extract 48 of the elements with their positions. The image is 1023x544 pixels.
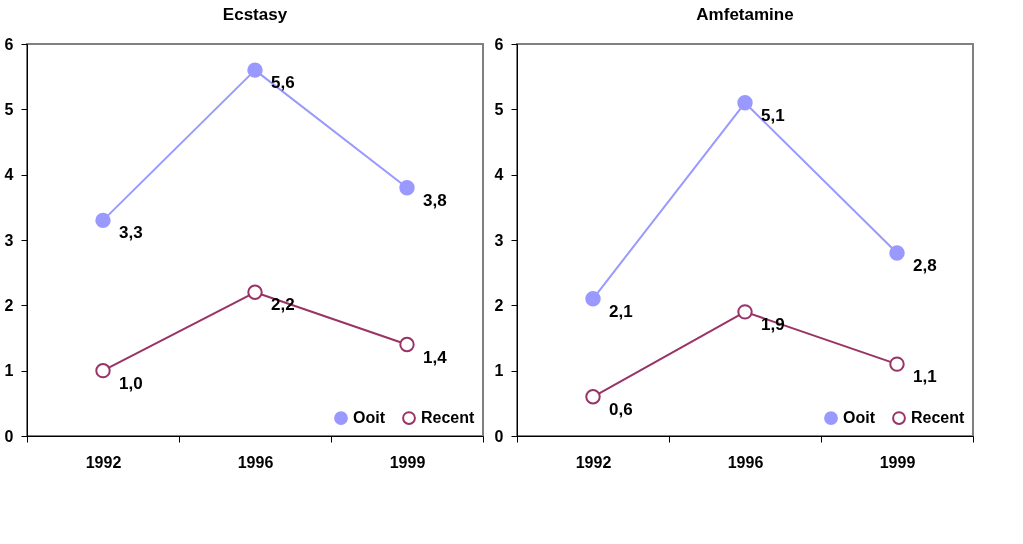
point [737, 304, 753, 320]
data-label: 5,1 [761, 105, 785, 125]
data-label: 0,6 [609, 399, 633, 419]
x-tick-label: 1999 [389, 453, 426, 471]
data-label: 1,0 [119, 373, 143, 393]
chart-title: Amfetamine [696, 5, 794, 24]
data-label: 1,4 [423, 347, 448, 367]
data-label: 2,1 [609, 301, 633, 321]
x-tick-label: 1996 [237, 453, 274, 471]
data-label: 1,1 [913, 367, 937, 387]
y-tick-label: 5 [4, 100, 14, 118]
y-tick-label: 3 [494, 231, 504, 249]
data-label: 2,8 [913, 256, 937, 276]
y-tick-label: 4 [4, 166, 14, 184]
legend-label: Ooit [843, 409, 876, 427]
legend-label: Recent [911, 409, 966, 427]
y-tick-label: 1 [494, 362, 504, 380]
x-tick-label: 1992 [85, 453, 122, 471]
point [95, 212, 111, 229]
y-tick-label: 4 [494, 166, 504, 184]
y-tick-label: 1 [4, 362, 14, 380]
x-tick-label: 1996 [727, 453, 764, 471]
point [737, 95, 753, 111]
point [399, 180, 415, 196]
point [247, 62, 263, 78]
y-tick-label: 6 [494, 35, 504, 53]
data-label: 3,8 [423, 190, 447, 210]
point [399, 336, 415, 353]
point [889, 245, 905, 261]
x-tick-label: 1992 [575, 453, 612, 471]
x-tick-label: 1999 [879, 453, 916, 471]
legend-label: Recent [421, 409, 476, 427]
data-label: 5,6 [271, 73, 295, 93]
data-label: 3,3 [119, 223, 143, 243]
y-tick-label: 5 [494, 100, 504, 118]
chart-title: Ecstasy [222, 5, 288, 24]
point [585, 291, 601, 307]
legend-label: Ooit [353, 409, 386, 427]
y-tick-label: 3 [4, 231, 14, 249]
point [889, 356, 905, 372]
point [247, 284, 263, 300]
y-tick-label: 0 [494, 427, 504, 445]
point [95, 362, 111, 379]
point [585, 389, 601, 405]
y-tick-label: 0 [4, 427, 14, 445]
y-tick-label: 6 [4, 35, 14, 53]
y-tick-label: 2 [494, 296, 504, 314]
y-tick-label: 2 [4, 296, 14, 314]
